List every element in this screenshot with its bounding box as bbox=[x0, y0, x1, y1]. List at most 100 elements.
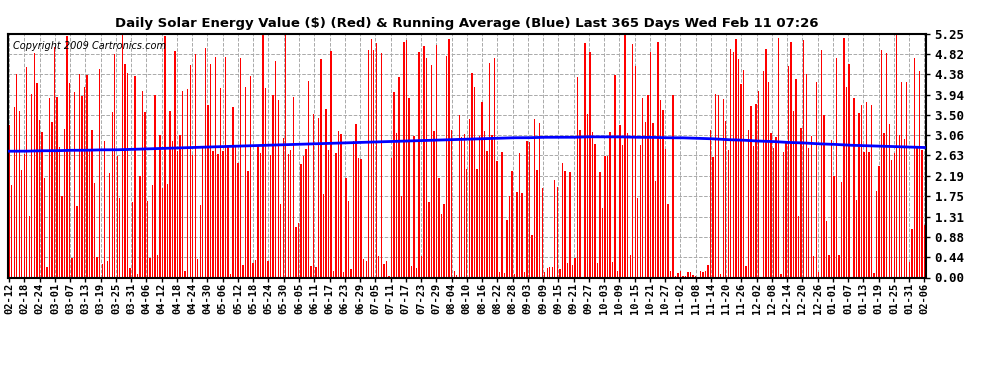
Bar bbox=[47, 267, 48, 278]
Bar bbox=[617, 271, 619, 278]
Bar bbox=[527, 141, 528, 278]
Bar bbox=[904, 140, 905, 278]
Bar bbox=[207, 105, 209, 278]
Bar bbox=[161, 188, 163, 278]
Bar bbox=[542, 188, 543, 278]
Bar bbox=[172, 141, 173, 278]
Bar bbox=[429, 202, 430, 278]
Bar bbox=[615, 75, 616, 278]
Bar bbox=[51, 122, 52, 278]
Bar bbox=[102, 264, 103, 278]
Bar bbox=[836, 58, 838, 278]
Bar bbox=[780, 274, 782, 278]
Bar bbox=[906, 82, 908, 278]
Bar bbox=[195, 54, 196, 278]
Bar bbox=[127, 73, 128, 278]
Bar bbox=[341, 134, 342, 278]
Bar bbox=[44, 178, 46, 278]
Bar bbox=[589, 52, 591, 278]
Bar bbox=[233, 107, 234, 278]
Bar bbox=[419, 52, 420, 278]
Bar bbox=[142, 91, 144, 278]
Bar bbox=[53, 47, 55, 278]
Bar bbox=[383, 264, 384, 278]
Bar bbox=[74, 92, 75, 278]
Bar bbox=[192, 155, 193, 278]
Bar bbox=[672, 94, 673, 278]
Bar bbox=[326, 109, 327, 278]
Bar bbox=[670, 271, 671, 278]
Bar bbox=[444, 204, 445, 278]
Bar bbox=[491, 135, 493, 278]
Bar bbox=[579, 130, 580, 278]
Bar bbox=[210, 64, 211, 278]
Bar bbox=[350, 269, 351, 278]
Bar bbox=[813, 256, 815, 278]
Bar bbox=[145, 112, 146, 278]
Bar bbox=[149, 258, 150, 278]
Bar bbox=[519, 153, 521, 278]
Bar bbox=[363, 260, 364, 278]
Bar bbox=[421, 256, 422, 278]
Bar bbox=[919, 71, 920, 278]
Bar bbox=[914, 58, 915, 278]
Bar bbox=[285, 35, 286, 278]
Bar bbox=[610, 132, 611, 278]
Bar bbox=[11, 185, 13, 278]
Bar bbox=[594, 144, 596, 278]
Bar bbox=[79, 75, 80, 278]
Bar bbox=[768, 81, 769, 278]
Bar bbox=[728, 150, 729, 278]
Bar bbox=[509, 195, 510, 278]
Text: Copyright 2009 Cartronics.com: Copyright 2009 Cartronics.com bbox=[13, 41, 165, 51]
Bar bbox=[182, 92, 183, 278]
Bar bbox=[466, 169, 467, 278]
Bar bbox=[489, 63, 490, 278]
Bar bbox=[333, 271, 335, 278]
Bar bbox=[775, 137, 777, 278]
Bar bbox=[654, 182, 656, 278]
Bar bbox=[254, 260, 256, 278]
Bar bbox=[522, 193, 523, 278]
Bar bbox=[290, 150, 291, 278]
Bar bbox=[112, 112, 113, 278]
Bar bbox=[622, 145, 624, 278]
Bar bbox=[826, 221, 827, 278]
Bar bbox=[871, 105, 872, 278]
Bar bbox=[504, 273, 505, 278]
Bar bbox=[245, 87, 247, 278]
Bar bbox=[56, 98, 57, 278]
Bar bbox=[831, 140, 832, 278]
Bar bbox=[373, 50, 374, 278]
Bar bbox=[375, 43, 377, 278]
Bar bbox=[49, 98, 50, 278]
Bar bbox=[788, 66, 789, 278]
Bar bbox=[243, 265, 244, 278]
Bar bbox=[484, 131, 485, 278]
Bar bbox=[315, 267, 317, 278]
Bar bbox=[911, 229, 913, 278]
Bar bbox=[750, 106, 751, 278]
Bar bbox=[551, 267, 553, 278]
Bar bbox=[439, 178, 440, 278]
Bar bbox=[431, 65, 433, 278]
Bar bbox=[215, 57, 216, 278]
Bar bbox=[451, 130, 452, 278]
Bar bbox=[380, 53, 382, 278]
Bar bbox=[456, 275, 457, 278]
Bar bbox=[783, 152, 784, 278]
Bar bbox=[662, 110, 663, 278]
Bar bbox=[313, 114, 314, 278]
Bar bbox=[69, 83, 70, 278]
Bar bbox=[109, 173, 111, 278]
Bar bbox=[506, 220, 508, 278]
Bar bbox=[159, 135, 160, 278]
Bar bbox=[760, 277, 761, 278]
Bar bbox=[220, 88, 221, 278]
Bar bbox=[424, 46, 425, 278]
Bar bbox=[745, 266, 746, 278]
Bar bbox=[358, 158, 359, 278]
Bar bbox=[845, 87, 847, 278]
Bar bbox=[471, 73, 472, 278]
Bar bbox=[682, 276, 684, 278]
